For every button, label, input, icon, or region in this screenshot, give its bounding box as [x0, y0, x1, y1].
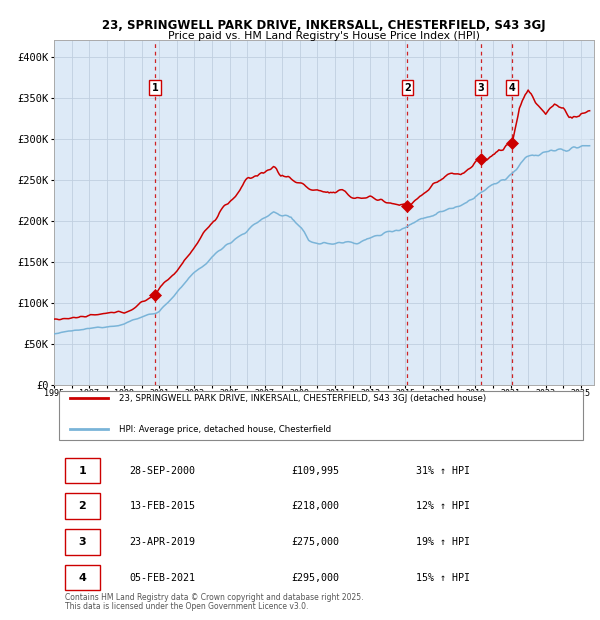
Text: 2: 2 — [79, 501, 86, 512]
Text: 28-SEP-2000: 28-SEP-2000 — [130, 466, 196, 476]
FancyBboxPatch shape — [59, 391, 583, 440]
Text: 15% ↑ HPI: 15% ↑ HPI — [416, 572, 470, 583]
Text: 23, SPRINGWELL PARK DRIVE, INKERSALL, CHESTERFIELD, S43 3GJ: 23, SPRINGWELL PARK DRIVE, INKERSALL, CH… — [102, 19, 546, 32]
Text: 1: 1 — [152, 83, 158, 93]
Text: £295,000: £295,000 — [292, 572, 340, 583]
Text: 4: 4 — [79, 572, 86, 583]
Text: £109,995: £109,995 — [292, 466, 340, 476]
Text: 4: 4 — [509, 83, 515, 93]
Text: 1: 1 — [79, 466, 86, 476]
FancyBboxPatch shape — [65, 565, 100, 590]
Text: 3: 3 — [79, 537, 86, 547]
Text: 05-FEB-2021: 05-FEB-2021 — [130, 572, 196, 583]
Text: HPI: Average price, detached house, Chesterfield: HPI: Average price, detached house, Ches… — [119, 425, 331, 434]
Text: 2: 2 — [404, 83, 411, 93]
FancyBboxPatch shape — [65, 458, 100, 484]
Text: 31% ↑ HPI: 31% ↑ HPI — [416, 466, 470, 476]
Text: This data is licensed under the Open Government Licence v3.0.: This data is licensed under the Open Gov… — [65, 602, 308, 611]
Text: Contains HM Land Registry data © Crown copyright and database right 2025.: Contains HM Land Registry data © Crown c… — [65, 593, 364, 602]
Text: 12% ↑ HPI: 12% ↑ HPI — [416, 501, 470, 512]
Text: 23-APR-2019: 23-APR-2019 — [130, 537, 196, 547]
Text: Price paid vs. HM Land Registry's House Price Index (HPI): Price paid vs. HM Land Registry's House … — [168, 31, 480, 41]
Text: £218,000: £218,000 — [292, 501, 340, 512]
Text: 19% ↑ HPI: 19% ↑ HPI — [416, 537, 470, 547]
FancyBboxPatch shape — [65, 494, 100, 519]
Text: 23, SPRINGWELL PARK DRIVE, INKERSALL, CHESTERFIELD, S43 3GJ (detached house): 23, SPRINGWELL PARK DRIVE, INKERSALL, CH… — [119, 394, 486, 402]
Text: 3: 3 — [478, 83, 484, 93]
Text: £275,000: £275,000 — [292, 537, 340, 547]
FancyBboxPatch shape — [65, 529, 100, 555]
Text: 13-FEB-2015: 13-FEB-2015 — [130, 501, 196, 512]
